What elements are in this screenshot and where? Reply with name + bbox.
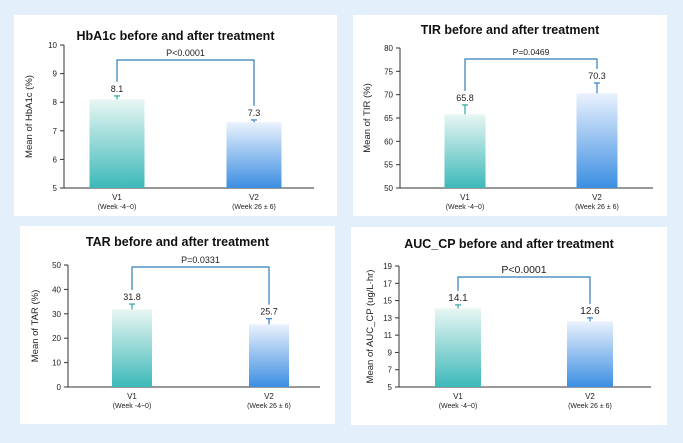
significance-bracket — [457, 276, 591, 304]
x-tick-label: V1 — [460, 193, 470, 202]
y-tick-label: 9 — [388, 348, 393, 357]
x-tick-label: V2 — [585, 392, 595, 401]
p-value-label: P=0.0331 — [181, 255, 220, 265]
bar-v1 — [435, 308, 481, 387]
y-axis-title: Mean of AUC_CP (ug/L·hr) — [365, 270, 376, 384]
y-tick-label: 75 — [384, 67, 393, 76]
y-tick-label: 17 — [383, 279, 392, 288]
y-tick-label: 15 — [383, 297, 392, 306]
p-value-label: P<0.0001 — [166, 48, 205, 58]
y-tick-label: 50 — [384, 184, 393, 193]
data-label: 65.8 — [456, 93, 474, 103]
x-tick-sublabel: (Week 26 ± 6) — [232, 204, 276, 211]
data-label: 31.8 — [123, 292, 141, 302]
bar-v2 — [226, 122, 282, 188]
significance-bracket — [464, 58, 598, 91]
x-tick-label: V1 — [127, 392, 137, 401]
x-tick-sublabel: (Week -4~0) — [98, 204, 137, 211]
y-tick-label: 10 — [48, 41, 57, 50]
x-tick-label: V2 — [249, 193, 259, 202]
y-tick-label: 20 — [52, 334, 61, 343]
chart-panel-tir: TIR before and after treatment 50 55 60 65 7… — [353, 15, 667, 216]
x-tick-label: V1 — [453, 392, 463, 401]
y-tick-label: 80 — [384, 44, 393, 53]
y-tick-label: 40 — [52, 285, 61, 294]
y-tick-label: 5 — [388, 383, 393, 392]
bar-v1 — [444, 114, 486, 188]
chart-title: HbA1c before and after treatment — [76, 29, 275, 43]
y-tick-label: 0 — [57, 383, 62, 392]
y-tick-label: 8 — [53, 98, 58, 107]
y-tick-label: 30 — [52, 310, 61, 319]
chart-title: AUC_CP before and after treatment — [404, 237, 614, 251]
bar-v2 — [249, 324, 289, 387]
chart-hba1c: 5 6 7 8 9 10 Mean of HbA1c (%) 8.1 V1 (Week -4~0)… — [24, 41, 314, 211]
y-tick-label: 55 — [384, 161, 393, 170]
bar-v1 — [112, 309, 152, 387]
y-tick-label: 70 — [384, 91, 393, 100]
chart-tar: 0 10 20 30 40 50 Mean of TAR (%) 31.8 V1 (Week -4… — [30, 255, 320, 410]
data-label: 7.3 — [248, 108, 261, 118]
x-tick-label: V2 — [264, 392, 274, 401]
y-tick-label: 13 — [383, 314, 392, 323]
chart-title: TIR before and after treatment — [420, 23, 600, 37]
chart-tir: 50 55 60 65 70 75 80 Mean of TIR (%) 65.8 V1 (Week… — [362, 44, 653, 211]
y-axis-title: Mean of TIR (%) — [362, 83, 373, 153]
y-tick-label: 10 — [52, 359, 61, 368]
data-label: 14.1 — [448, 293, 468, 304]
x-tick-sublabel: (Week 26 ± 6) — [247, 403, 291, 410]
x-tick-sublabel: (Week -4~0) — [446, 204, 485, 211]
y-tick-label: 19 — [383, 262, 392, 271]
y-tick-label: 11 — [384, 331, 393, 340]
y-tick-label: 50 — [52, 261, 61, 270]
y-tick-label: 9 — [53, 70, 58, 79]
significance-bracket — [131, 266, 270, 305]
y-tick-label: 7 — [53, 127, 58, 136]
data-label: 25.7 — [260, 307, 278, 317]
x-tick-sublabel: (Week 26 ± 6) — [575, 204, 619, 211]
x-tick-label: V1 — [112, 193, 122, 202]
p-value-label: P<0.0001 — [501, 264, 546, 276]
chart-auc-cp: 5 7 9 11 13 15 17 19 Mean of AUC_CP (ug/L·hr) 14.… — [365, 262, 651, 410]
bar-v1 — [89, 99, 145, 188]
y-tick-label: 6 — [53, 155, 58, 164]
y-tick-label: 7 — [388, 366, 393, 375]
data-label: 12.6 — [580, 306, 600, 317]
chart-title: TAR before and after treatment — [85, 235, 270, 249]
y-tick-label: 5 — [53, 184, 58, 193]
y-tick-label: 60 — [384, 137, 393, 146]
data-label: 8.1 — [111, 84, 124, 94]
chart-panel-hba1c: HbA1c before and after treatment 5 6 7 8 9 10… — [14, 15, 337, 216]
bar-v2 — [576, 93, 618, 188]
x-tick-sublabel: (Week -4~0) — [113, 403, 152, 410]
y-tick-label: 65 — [384, 114, 393, 123]
chart-panel-tar: TAR before and after treatment 0 10 20 30 40… — [20, 226, 335, 424]
significance-bracket — [116, 59, 255, 106]
x-tick-sublabel: (Week 26 ± 6) — [568, 403, 612, 410]
bar-v2 — [567, 321, 613, 387]
x-tick-sublabel: (Week -4~0) — [439, 403, 478, 410]
data-label: 70.3 — [588, 71, 606, 81]
y-axis-title: Mean of HbA1c (%) — [24, 75, 35, 158]
p-value-label: P=0.0469 — [513, 47, 550, 57]
y-axis-title: Mean of TAR (%) — [30, 290, 41, 363]
chart-panel-auc-cp: AUC_CP before and after treatment 5 7 9 11 1… — [351, 227, 667, 425]
x-tick-label: V2 — [592, 193, 602, 202]
